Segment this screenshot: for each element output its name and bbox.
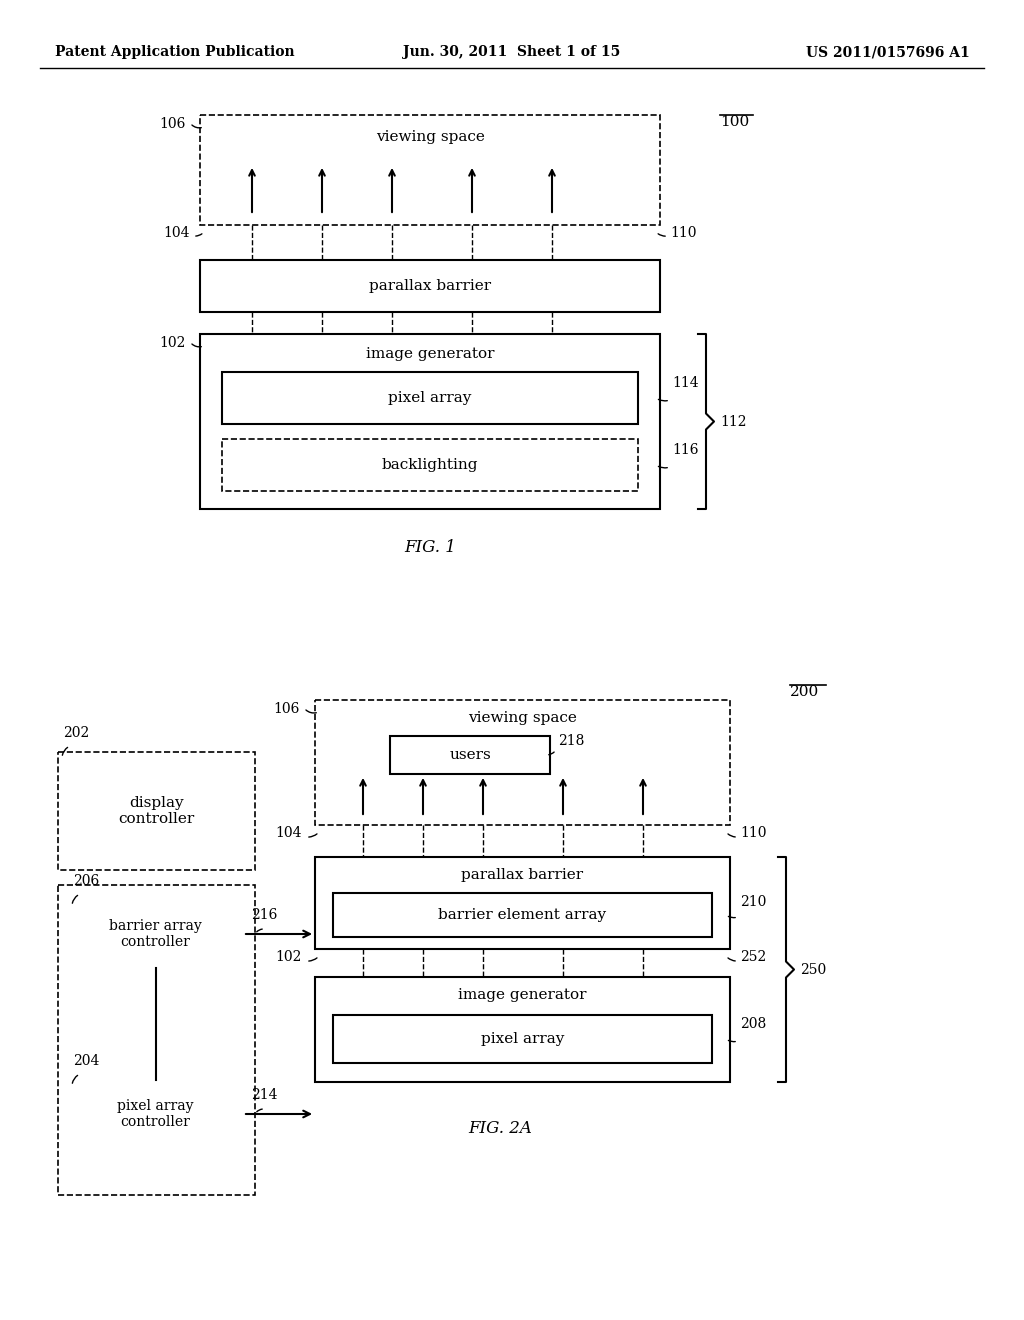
Text: display
controller: display controller [119, 796, 195, 826]
Text: 106: 106 [273, 702, 300, 715]
Text: FIG. 1: FIG. 1 [404, 539, 456, 556]
Text: 104: 104 [275, 826, 302, 840]
Text: image generator: image generator [366, 347, 495, 360]
Bar [200, 334, 660, 510]
Text: 110: 110 [740, 826, 767, 840]
Text: 110: 110 [670, 226, 696, 240]
Text: Patent Application Publication: Patent Application Publication [55, 45, 295, 59]
Bar [222, 372, 638, 424]
Bar [58, 752, 255, 870]
Text: 214: 214 [251, 1088, 278, 1102]
Text: pixel array: pixel array [388, 391, 472, 405]
Text: 114: 114 [672, 376, 698, 389]
Text: image generator: image generator [459, 987, 587, 1002]
Bar [68, 900, 243, 968]
Text: 208: 208 [740, 1016, 766, 1031]
Text: 218: 218 [558, 734, 585, 748]
Text: 252: 252 [740, 950, 766, 964]
Bar [58, 884, 255, 1195]
Text: pixel array
controller: pixel array controller [118, 1098, 194, 1129]
Text: US 2011/0157696 A1: US 2011/0157696 A1 [806, 45, 970, 59]
Text: barrier element array: barrier element array [438, 908, 606, 921]
Text: 204: 204 [73, 1053, 99, 1068]
Text: 100: 100 [720, 115, 750, 129]
Bar [68, 1080, 243, 1148]
Text: 104: 104 [164, 226, 190, 240]
Text: 102: 102 [160, 337, 186, 350]
Bar [333, 1015, 712, 1063]
Text: backlighting: backlighting [382, 458, 478, 473]
Bar [200, 115, 660, 224]
Text: 112: 112 [720, 414, 746, 429]
Bar [315, 700, 730, 825]
Text: 106: 106 [160, 117, 186, 131]
Text: 200: 200 [790, 685, 819, 700]
Text: barrier array
controller: barrier array controller [110, 919, 202, 949]
Bar [315, 977, 730, 1082]
Bar [200, 260, 660, 312]
Bar [333, 894, 712, 937]
Bar [315, 857, 730, 949]
Text: 250: 250 [800, 962, 826, 977]
Text: FIG. 2A: FIG. 2A [468, 1119, 531, 1137]
Bar [390, 737, 550, 774]
Text: viewing space: viewing space [376, 129, 484, 144]
Text: users: users [450, 748, 490, 762]
Text: 202: 202 [63, 726, 89, 741]
Text: parallax barrier: parallax barrier [369, 279, 492, 293]
Text: 216: 216 [251, 908, 278, 921]
Text: 102: 102 [275, 950, 302, 964]
Bar [222, 440, 638, 491]
Text: parallax barrier: parallax barrier [462, 869, 584, 882]
Text: Jun. 30, 2011  Sheet 1 of 15: Jun. 30, 2011 Sheet 1 of 15 [403, 45, 621, 59]
Text: 210: 210 [740, 895, 766, 909]
Text: pixel array: pixel array [481, 1032, 564, 1045]
Text: 116: 116 [672, 444, 698, 457]
Text: 206: 206 [73, 874, 99, 888]
Text: viewing space: viewing space [468, 711, 577, 725]
